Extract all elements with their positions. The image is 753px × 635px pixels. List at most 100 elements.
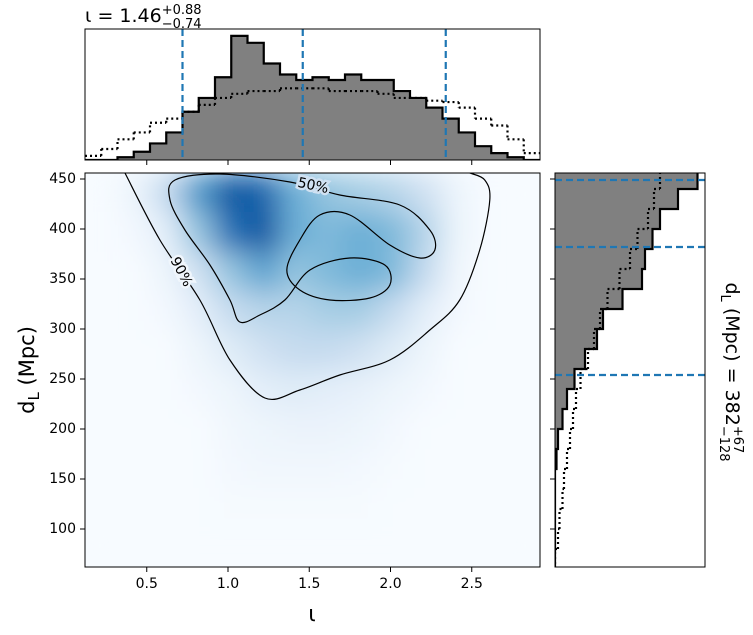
- density-cell: [409, 252, 443, 292]
- density-cell: [214, 252, 248, 292]
- density-cell: [149, 252, 183, 292]
- density-cell: [214, 173, 248, 213]
- x-tick-label: 2.0: [379, 576, 401, 592]
- density-cell: [377, 409, 411, 449]
- histogram-bar: [555, 269, 642, 290]
- right-title-main: (Mpc) = 382: [721, 302, 743, 426]
- density-cell: [149, 330, 183, 370]
- histogram-bar: [507, 157, 525, 160]
- density-cell: [214, 212, 248, 252]
- histogram-bar: [491, 153, 508, 160]
- histogram-bar: [393, 91, 411, 160]
- density-cell: [247, 330, 281, 370]
- density-cell: [182, 409, 216, 449]
- density-cell: [117, 252, 151, 292]
- histogram-bar: [475, 146, 492, 160]
- density-cell: [117, 449, 151, 489]
- histogram-bar: [361, 80, 378, 160]
- density-cell: [214, 409, 248, 449]
- density-cell: [507, 488, 540, 528]
- density-cell: [85, 370, 118, 410]
- density-cell: [442, 449, 476, 489]
- histogram-bar: [263, 63, 281, 160]
- density-cell: [442, 409, 476, 449]
- main-frame: [84, 172, 541, 568]
- density-cell: [279, 449, 313, 489]
- density-cell: [409, 409, 443, 449]
- density-cell: [247, 409, 281, 449]
- density-cell: [442, 330, 476, 370]
- density-cell: [442, 173, 476, 213]
- density-cell: [149, 527, 183, 567]
- histogram-bar: [312, 77, 330, 160]
- axes: 0.5 1.0 1.5 2.0 2.5 100 150 200 250 300 350 400 450: [49, 28, 706, 592]
- x-tick-label: 1.5: [298, 576, 320, 592]
- right-title-lower: −128: [716, 426, 731, 462]
- top-title: ι = 1.46+0.88 −0.74: [85, 3, 202, 32]
- histogram-bar: [231, 35, 248, 160]
- histogram-bar: [117, 157, 135, 160]
- density-cell: [344, 330, 378, 370]
- right-frame: [554, 172, 706, 568]
- density-cell: [312, 370, 346, 410]
- density-cell: [85, 527, 118, 567]
- density-cell: [474, 330, 508, 370]
- density-cell: [182, 252, 216, 292]
- density-cell: [279, 527, 313, 567]
- histogram-bar: [345, 74, 362, 160]
- histogram-bar: [198, 97, 216, 160]
- density-cells: [85, 173, 540, 567]
- density-cell: [409, 330, 443, 370]
- density-cell: [474, 488, 508, 528]
- density-cell: [507, 252, 540, 292]
- y-tick-label: 350: [49, 271, 76, 287]
- density-cell: [85, 330, 118, 370]
- density-cell: [279, 173, 313, 213]
- right-title-d: d: [721, 282, 743, 294]
- density-cell: [409, 173, 443, 213]
- density-cell: [247, 488, 281, 528]
- density-cell: [474, 449, 508, 489]
- density-cell: [117, 212, 151, 252]
- histogram-bar: [555, 349, 585, 370]
- density-cell: [214, 449, 248, 489]
- density-cell: [377, 212, 411, 252]
- density-cell: [377, 252, 411, 292]
- histogram-bar: [555, 229, 653, 250]
- density-cell: [507, 291, 540, 331]
- density-cell: [85, 252, 118, 292]
- density-cell: [312, 212, 346, 252]
- density-cell: [312, 409, 346, 449]
- y-tick-label: 150: [49, 471, 76, 487]
- density-cell: [312, 527, 346, 567]
- histogram-bar: [555, 389, 567, 410]
- density-cell: [214, 330, 248, 370]
- top-title-main: ι = 1.46: [85, 5, 162, 27]
- histogram-outline: [85, 34, 540, 160]
- density-cell: [182, 449, 216, 489]
- density-cell: [214, 370, 248, 410]
- histogram-bar: [296, 80, 313, 160]
- histogram-bar: [215, 77, 232, 160]
- density-cell: [507, 330, 540, 370]
- density-cell: [214, 488, 248, 528]
- density-cell: [377, 488, 411, 528]
- histogram-bar: [458, 132, 476, 160]
- histogram-bar: [555, 409, 563, 430]
- density-cell: [85, 212, 118, 252]
- density-cell: [474, 252, 508, 292]
- histogram-bar: [133, 151, 151, 160]
- x-tick-label: 2.5: [461, 576, 483, 592]
- top-histogram: [85, 29, 540, 160]
- density-cell: [149, 291, 183, 331]
- contour-line: [124, 173, 491, 400]
- density-cell: [312, 449, 346, 489]
- density-cell: [377, 527, 411, 567]
- x-axis-label: ι: [308, 602, 315, 627]
- density-cell: [117, 488, 151, 528]
- histogram-bar: [555, 289, 623, 310]
- density-cell: [442, 291, 476, 331]
- density-cell: [117, 409, 151, 449]
- density-cell: [507, 370, 540, 410]
- density-cell: [442, 370, 476, 410]
